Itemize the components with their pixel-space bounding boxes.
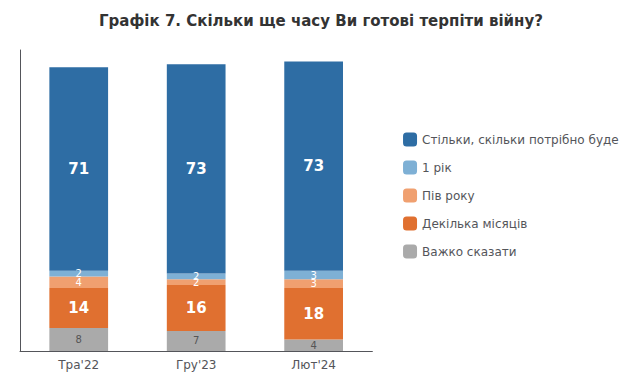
svg-text:Тра'22: Тра'22 (57, 358, 99, 372)
svg-text:Гру'23: Гру'23 (176, 358, 217, 372)
svg-text:71: 71 (68, 160, 89, 178)
svg-text:Декілька місяців: Декілька місяців (422, 217, 527, 231)
svg-text:Лют'24: Лют'24 (291, 358, 336, 372)
svg-text:3: 3 (310, 278, 317, 290)
svg-text:2: 2 (76, 268, 82, 279)
svg-text:2: 2 (193, 271, 199, 282)
svg-text:4: 4 (75, 276, 82, 288)
svg-text:8: 8 (76, 334, 82, 345)
svg-text:Стільки, скільки потрібно буде: Стільки, скільки потрібно буде (422, 133, 619, 147)
svg-text:16: 16 (186, 299, 207, 317)
svg-text:73: 73 (186, 160, 207, 178)
svg-text:18: 18 (303, 305, 324, 323)
svg-text:Важко сказати: Важко сказати (422, 245, 517, 259)
svg-text:7: 7 (193, 335, 199, 346)
svg-text:14: 14 (68, 299, 89, 317)
svg-text:Графік 7. Скільки ще часу Ви г: Графік 7. Скільки ще часу Ви готові терп… (99, 12, 543, 30)
svg-text:73: 73 (303, 157, 324, 175)
svg-text:1 рік: 1 рік (422, 161, 452, 175)
svg-text:Пів року: Пів року (422, 189, 475, 203)
svg-text:4: 4 (310, 340, 316, 351)
svg-text:3: 3 (310, 270, 316, 281)
